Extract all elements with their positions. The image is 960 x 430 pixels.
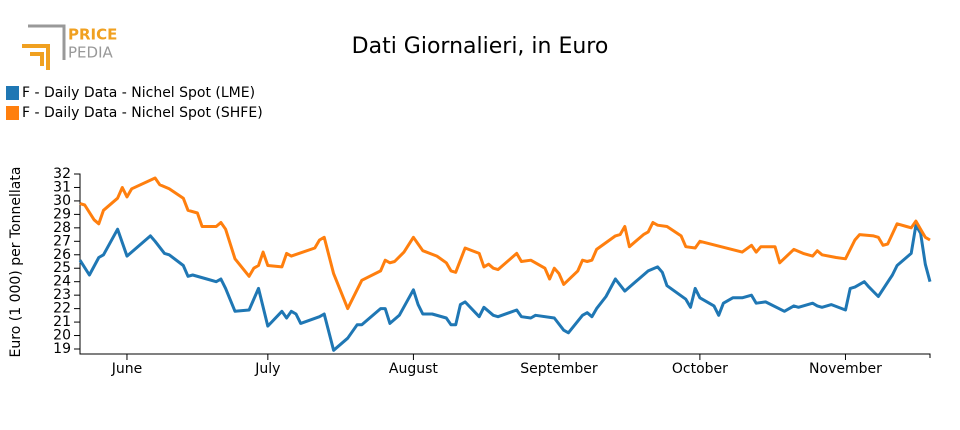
y-tick-label: 29 — [53, 206, 71, 222]
y-tick-label: 32 — [53, 166, 71, 182]
y-tick-label: 24 — [53, 274, 71, 290]
y-tick-label: 27 — [53, 233, 71, 249]
y-tick-label: 20 — [53, 328, 71, 344]
legend-label: F - Daily Data - Nichel Spot (LME) — [22, 85, 255, 101]
logo-shape — [30, 52, 44, 66]
y-tick-label: 31 — [53, 179, 71, 195]
x-tick-label: August — [389, 361, 439, 377]
logo-text: PEDIA — [68, 44, 113, 62]
y-tick-label: 22 — [53, 301, 71, 317]
logo-text: PRICE — [68, 26, 117, 44]
x-tick-label: November — [809, 361, 882, 377]
logo-shape — [28, 24, 66, 60]
legend-swatch — [6, 106, 19, 120]
line-series — [79, 176, 931, 311]
y-tick-label: 21 — [53, 314, 71, 330]
y-axis-label: Euro (1 000) per Tonnellata — [8, 167, 24, 358]
legend-swatch — [6, 86, 19, 100]
legend-label: F - Daily Data - Nichel Spot (SHFE) — [22, 105, 263, 121]
y-tick-label: 19 — [53, 341, 71, 357]
y-tick-label: 25 — [53, 260, 71, 276]
y-tick-label: 28 — [53, 220, 71, 236]
y-tick-label: 30 — [53, 193, 71, 209]
chart-title: Dati Giornalieri, in Euro — [352, 34, 609, 59]
logo-shape — [22, 44, 50, 70]
y-tick-label: 23 — [53, 287, 71, 303]
x-tick-label: September — [520, 361, 598, 377]
y-tick-label: 26 — [53, 247, 71, 263]
x-tick-label: October — [672, 361, 728, 377]
line-series — [78, 223, 932, 352]
logo: PRICE PEDIA — [22, 24, 117, 70]
x-tick-label: July — [254, 361, 280, 377]
x-tick-label: June — [111, 361, 143, 377]
